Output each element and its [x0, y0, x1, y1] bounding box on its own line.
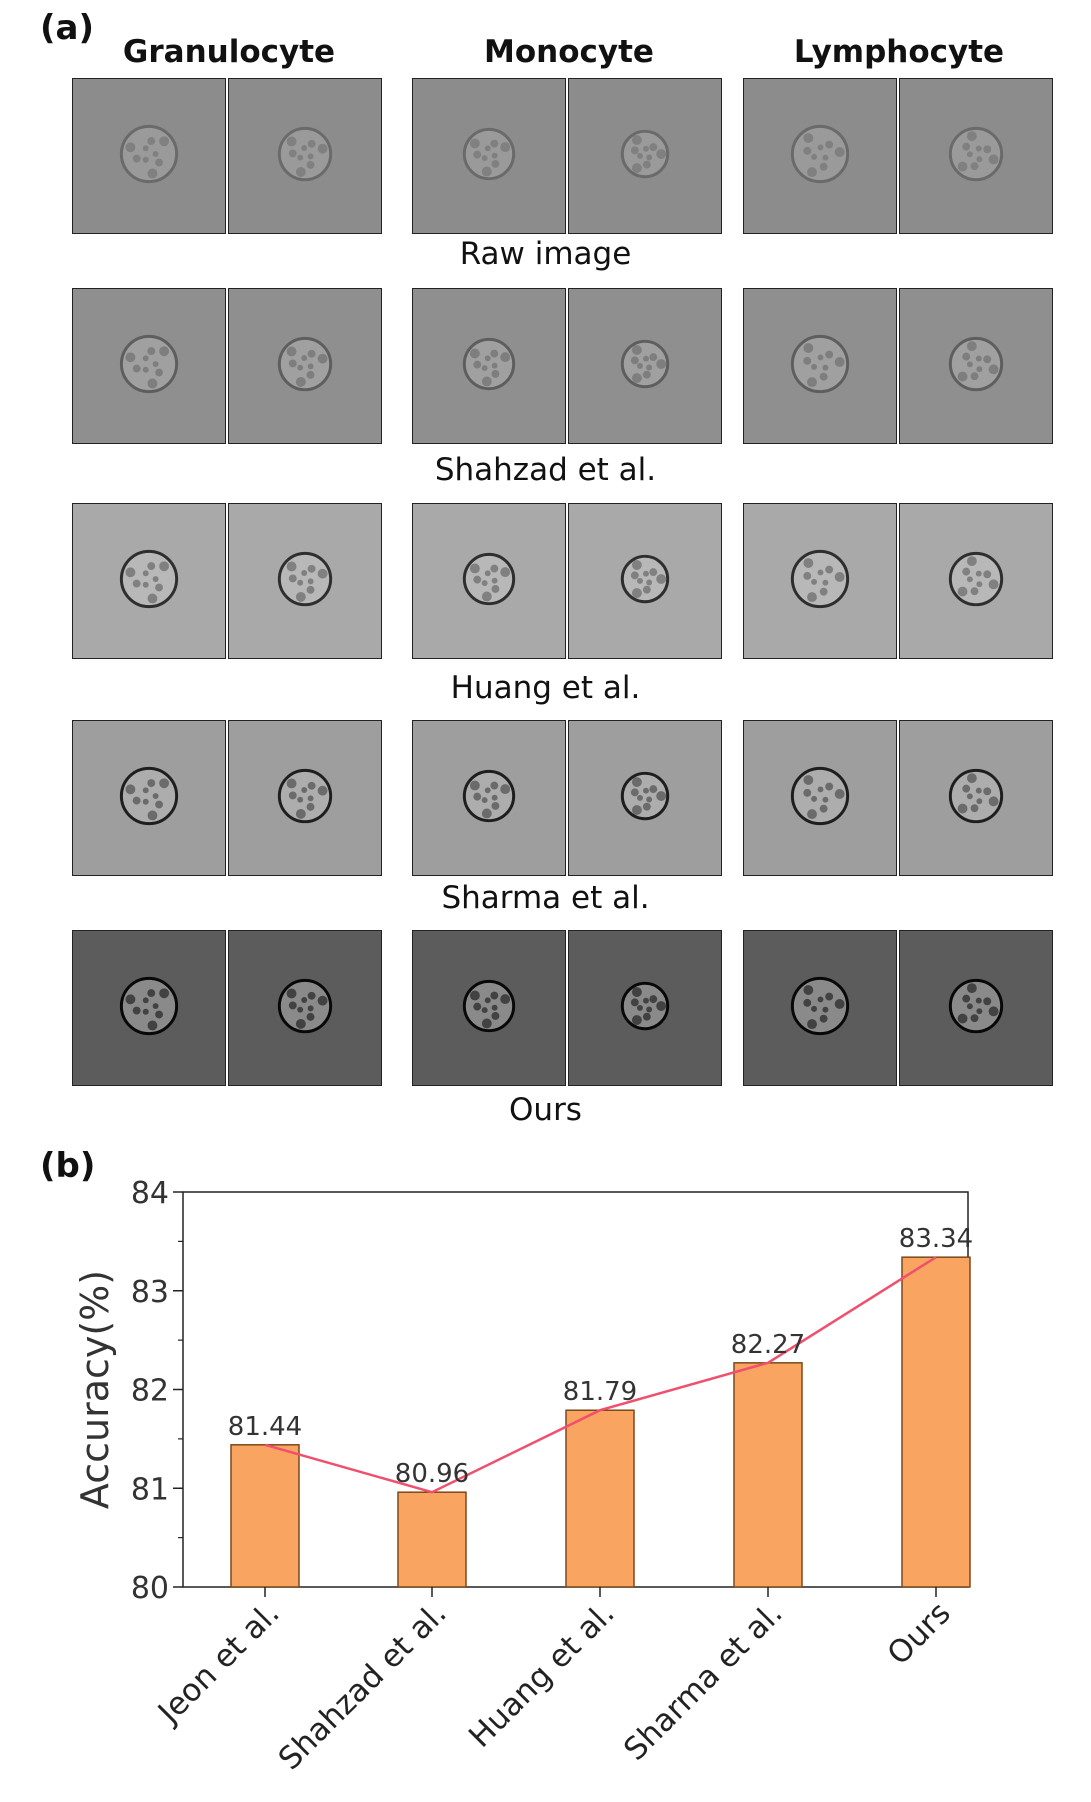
- cell-image-granulocyte-1: [72, 288, 226, 444]
- x-tick-label: Jeon et al.: [150, 1595, 287, 1732]
- data-label: 80.96: [395, 1459, 469, 1489]
- cell-image-granulocyte-1: [72, 720, 226, 876]
- data-label: 81.44: [228, 1412, 302, 1442]
- row-caption-shahzad: Shahzad et al.: [434, 452, 657, 488]
- cell-image-lymphocyte-1: [743, 78, 897, 234]
- cell-image-granulocyte-2: [228, 720, 382, 876]
- data-label: 82.27: [731, 1330, 805, 1360]
- cell-image-monocyte-2: [568, 288, 722, 444]
- bar: [901, 1256, 971, 1588]
- y-tick-label: 81: [131, 1472, 169, 1507]
- data-label: 81.79: [563, 1377, 637, 1407]
- cell-image-lymphocyte-1: [743, 288, 897, 444]
- bar: [397, 1491, 467, 1588]
- cell-image-granulocyte-2: [228, 503, 382, 659]
- y-axis-label: Accuracy(%): [73, 1270, 117, 1509]
- y-tick-label: 82: [131, 1374, 169, 1409]
- column-header-monocyte: Monocyte: [484, 34, 654, 70]
- cell-image-lymphocyte-2: [899, 288, 1053, 444]
- cell-image-monocyte-2: [568, 720, 722, 876]
- cell-image-lymphocyte-2: [899, 930, 1053, 1086]
- column-header-granulocyte: Granulocyte: [122, 34, 336, 70]
- cell-image-monocyte-1: [412, 288, 566, 444]
- cell-image-lymphocyte-1: [743, 720, 897, 876]
- cell-image-monocyte-1: [412, 930, 566, 1086]
- row-caption-sharma: Sharma et al.: [441, 880, 650, 916]
- cell-image-granulocyte-1: [72, 930, 226, 1086]
- panel-b-label: (b): [40, 1146, 96, 1186]
- x-tick-label: Ours: [881, 1595, 958, 1672]
- cell-image-lymphocyte-2: [899, 720, 1053, 876]
- cell-image-lymphocyte-1: [743, 930, 897, 1086]
- cell-image-granulocyte-1: [72, 78, 226, 234]
- x-tick-label: Huang et al.: [462, 1595, 622, 1755]
- row-caption-huang: Huang et al.: [450, 670, 641, 706]
- y-tick-label: 80: [131, 1571, 169, 1606]
- cell-image-monocyte-2: [568, 930, 722, 1086]
- cell-image-lymphocyte-2: [899, 78, 1053, 234]
- cell-image-monocyte-2: [568, 78, 722, 234]
- bar: [230, 1444, 300, 1588]
- y-tick-label: 83: [131, 1275, 169, 1310]
- row-caption-raw-image: Raw image: [459, 236, 632, 272]
- row-caption-ours: Ours: [509, 1092, 582, 1128]
- cell-image-granulocyte-2: [228, 288, 382, 444]
- x-tick-label: Shahzad et al.: [272, 1595, 454, 1777]
- x-tick-label: Sharma et al.: [617, 1595, 790, 1768]
- cell-image-granulocyte-2: [228, 78, 382, 234]
- bar: [565, 1409, 635, 1588]
- cell-image-granulocyte-1: [72, 503, 226, 659]
- cell-image-monocyte-1: [412, 720, 566, 876]
- cell-image-granulocyte-2: [228, 930, 382, 1086]
- cell-image-monocyte-1: [412, 503, 566, 659]
- cell-image-monocyte-1: [412, 78, 566, 234]
- y-tick-label: 84: [131, 1176, 169, 1211]
- cell-image-lymphocyte-1: [743, 503, 897, 659]
- bar: [733, 1362, 803, 1588]
- trend-line: [264, 1256, 937, 1494]
- accuracy-bar-chart: 80 81 82 83 84 Accuracy(%) 81.44 80.96 81.79 82.2…: [73, 1176, 973, 1777]
- panel-a-label: (a): [40, 8, 95, 48]
- cell-image-monocyte-2: [568, 503, 722, 659]
- cell-image-lymphocyte-2: [899, 503, 1053, 659]
- column-header-lymphocyte: Lymphocyte: [793, 34, 1005, 70]
- data-label: 83.34: [899, 1224, 973, 1254]
